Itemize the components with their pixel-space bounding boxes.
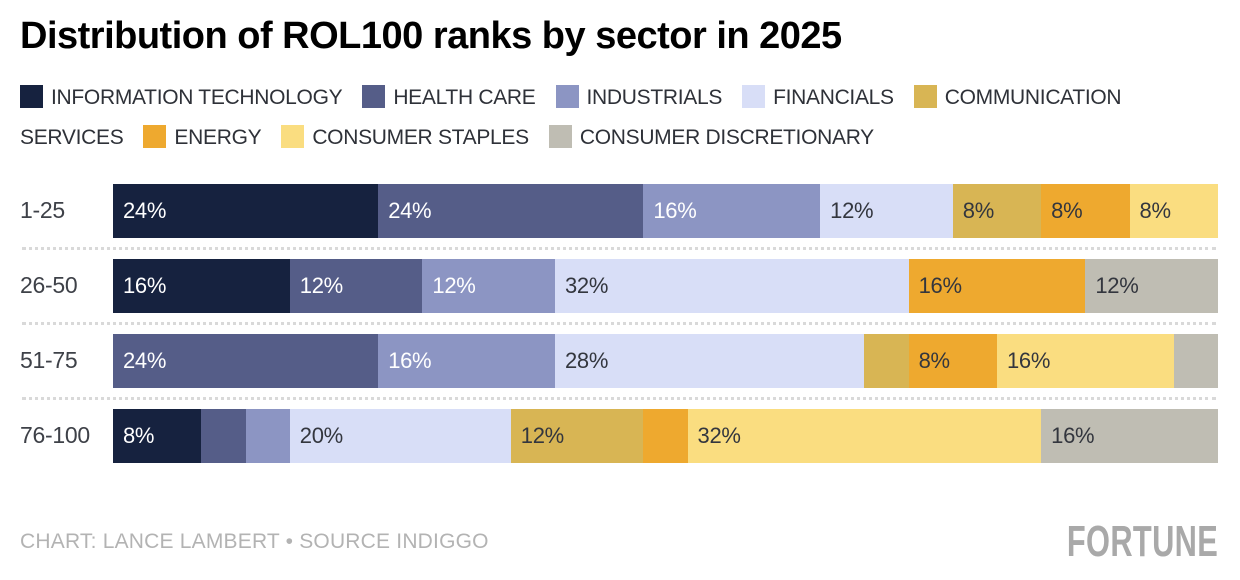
legend-item: INFORMATION TECHNOLOGY	[20, 84, 343, 109]
segment-value-label: 16%	[1006, 347, 1051, 373]
segment-value-label: 16%	[388, 347, 432, 373]
segment-value-label: 32%	[697, 422, 741, 448]
segment-value-label: 12%	[432, 272, 476, 298]
legend-swatch-icon	[362, 84, 386, 108]
legend-item: FINANCIALS	[742, 84, 894, 109]
legend-label: CONSUMER STAPLES	[312, 125, 529, 149]
legend-label: HEALTH CARE	[393, 85, 536, 109]
bar-track: 16% 12% 12% 32% 16% 12%	[113, 258, 1218, 313]
chart-page: Distribution of ROL100 ranks by sector i…	[0, 14, 1240, 580]
chart-footer: CHART: LANCE LAMBERT • SOURCE INDIGGO FO…	[0, 520, 1240, 564]
footer-credit: CHART: LANCE LAMBERT • SOURCE INDIGGO	[20, 530, 489, 553]
legend-swatch-icon	[20, 84, 43, 108]
segment-value-label: 8%	[962, 197, 995, 223]
segment-value-label: 24%	[388, 197, 432, 223]
legend-label: CONSUMER DISCRETIONARY	[579, 125, 874, 149]
legend-label: INFORMATION TECHNOLOGY	[51, 85, 343, 109]
bar-segment: 24%	[378, 183, 644, 238]
chart-row: 51-75 24% 16% 28% 8% 16%	[20, 333, 1218, 388]
legend-item: COMMUNICATION SERVICES	[20, 84, 1122, 149]
segment-value-label: 16%	[918, 272, 962, 298]
bar-segment: 16%	[908, 258, 1086, 313]
bar-segment: 8%	[1129, 183, 1218, 238]
row-separator	[22, 321, 1216, 325]
bar-segment: 12%	[820, 183, 953, 238]
row-label: 1-25	[20, 197, 65, 224]
row-label: 26-50	[20, 272, 78, 299]
bar-segment: 16%	[996, 333, 1174, 388]
segment-value-label: 24%	[123, 197, 167, 223]
stacked-bar-chart: 1-25 24% 24% 16% 12% 8% 8% 8% 26-50 16% 12% 12% 32% 1…	[0, 183, 1240, 463]
legend-label: COMMUNICATION SERVICES	[20, 85, 1122, 149]
segment-value-label: 28%	[564, 347, 609, 373]
chart-row: 26-50 16% 12% 12% 32% 16% 12%	[20, 258, 1218, 313]
bar-segment	[864, 333, 909, 388]
legend-swatch-icon	[555, 84, 579, 108]
chart-legend: INFORMATION TECHNOLOGY HEALTH CARE INDUSTR…	[20, 78, 1218, 158]
legend-item: CONSUMER DISCRETIONARY	[548, 124, 874, 149]
bar-segment: 16%	[643, 183, 821, 238]
bar-segment	[201, 408, 246, 463]
segment-value-label: 20%	[299, 422, 343, 448]
bar-segment: 12%	[422, 258, 555, 313]
bar-segment: 20%	[289, 408, 511, 463]
legend-item: INDUSTRIALS	[555, 84, 723, 109]
bar-track: 24% 16% 28% 8% 16%	[113, 333, 1218, 388]
row-label: 76-100	[20, 422, 90, 449]
segment-value-label: 32%	[564, 272, 609, 298]
segment-value-label: 24%	[123, 347, 167, 373]
bar-track: 8% 20% 12% 32% 16%	[113, 408, 1218, 463]
bar-segment: 16%	[1041, 408, 1218, 463]
legend-item: CONSUMER STAPLES	[281, 124, 529, 149]
legend-swatch-icon	[281, 124, 305, 148]
bar-track: 24% 24% 16% 12% 8% 8% 8%	[113, 183, 1218, 238]
bar-segment: 16%	[378, 333, 555, 388]
legend-swatch-icon	[143, 124, 167, 148]
chart-row: 76-100 8% 20% 12% 32% 16%	[20, 408, 1218, 463]
legend-swatch-icon	[742, 84, 766, 108]
segment-value-label: 8%	[1051, 197, 1083, 223]
row-separator	[22, 246, 1216, 250]
fortune-logo: FORTUNE	[1066, 517, 1218, 566]
bar-segment	[245, 408, 290, 463]
segment-value-label: 8%	[1139, 197, 1172, 223]
segment-value-label: 16%	[123, 272, 167, 298]
segment-value-label: 12%	[299, 272, 343, 298]
row-label: 51-75	[20, 347, 78, 374]
chart-row: 1-25 24% 24% 16% 12% 8% 8% 8%	[20, 183, 1218, 238]
segment-value-label: 12%	[1095, 272, 1139, 298]
bar-segment: 28%	[554, 333, 865, 388]
bar-segment: 8%	[908, 333, 997, 388]
row-separator	[22, 396, 1216, 400]
legend-item: HEALTH CARE	[362, 84, 536, 109]
bar-segment	[643, 408, 688, 463]
page-title: Distribution of ROL100 ranks by sector i…	[20, 15, 842, 57]
bar-segment: 12%	[289, 258, 423, 313]
bar-segment: 16%	[113, 258, 290, 313]
legend-item: ENERGY	[143, 124, 262, 149]
bar-segment: 8%	[952, 183, 1042, 238]
segment-value-label: 12%	[830, 197, 874, 223]
bar-segment: 8%	[113, 408, 202, 463]
bar-segment: 32%	[554, 258, 909, 313]
bar-segment: 32%	[687, 408, 1042, 463]
bar-segment: 24%	[113, 333, 379, 388]
legend-label: INDUSTRIALS	[586, 85, 723, 109]
segment-value-label: 12%	[520, 422, 564, 448]
bar-segment	[1173, 333, 1218, 388]
segment-value-label: 16%	[653, 197, 697, 223]
segment-value-label: 8%	[123, 422, 155, 448]
bar-segment: 8%	[1041, 183, 1130, 238]
bar-segment: 12%	[510, 408, 644, 463]
segment-value-label: 16%	[1051, 422, 1095, 448]
legend-label: FINANCIALS	[773, 85, 894, 109]
legend-label: ENERGY	[174, 125, 262, 149]
legend-swatch-icon	[913, 84, 937, 108]
bar-segment: 24%	[113, 183, 379, 238]
bar-segment: 12%	[1085, 258, 1218, 313]
segment-value-label: 8%	[918, 347, 951, 373]
legend-swatch-icon	[548, 124, 572, 148]
